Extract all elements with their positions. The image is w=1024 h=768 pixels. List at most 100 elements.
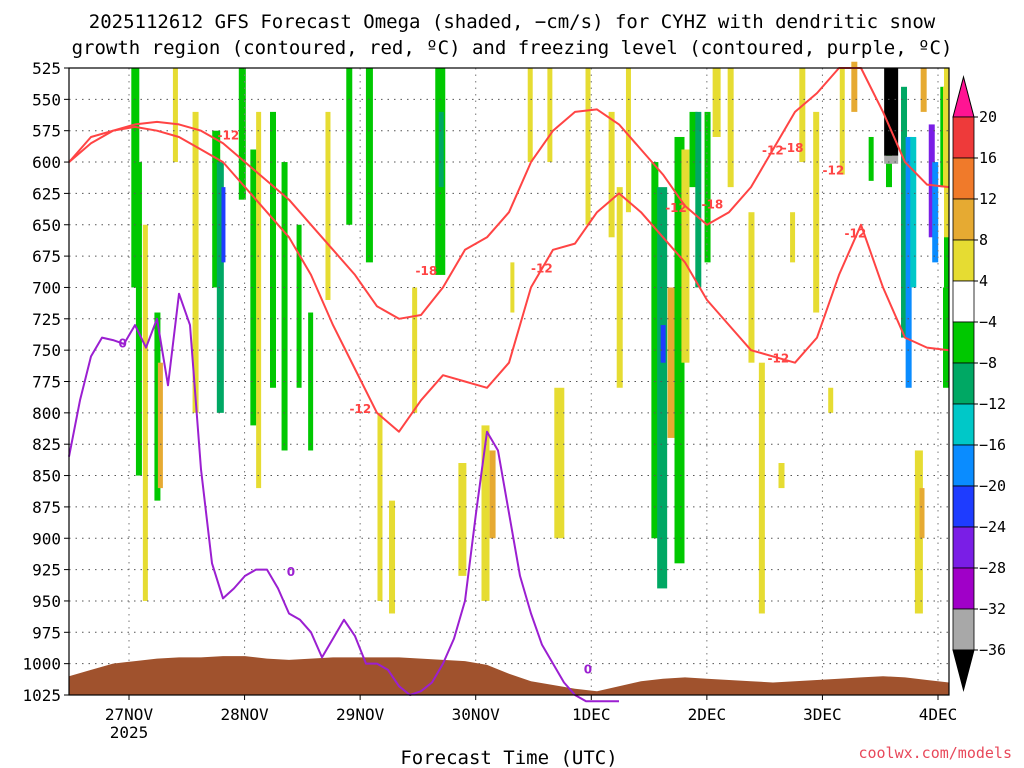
omega-shade-cell <box>608 111 615 238</box>
y-tick-label: 875 <box>32 498 61 517</box>
dgz-contour-line <box>68 125 950 433</box>
omega-shade-cell <box>944 162 949 238</box>
omega-shade-cell <box>192 111 199 413</box>
omega-shade-cell <box>689 111 698 188</box>
omega-shade-cell <box>901 86 908 338</box>
red-contour-label: -18 <box>782 141 804 155</box>
omega-shade-cell <box>389 500 396 614</box>
purple-contour-label: 0 <box>287 565 295 579</box>
colorbar-swatch <box>952 526 975 569</box>
omega-shade-cell <box>920 68 927 112</box>
colorbar-swatch <box>952 485 975 528</box>
omega-shade-cell <box>212 130 221 288</box>
colorbar-top-arrow <box>952 75 975 118</box>
omega-shade-cell <box>704 111 711 263</box>
omega-shade-cell <box>216 162 224 413</box>
colorbar-label: −16 <box>979 436 1006 454</box>
y-tick-label: 525 <box>32 59 61 78</box>
x-tick-label: 27NOV <box>105 705 154 724</box>
omega-shade-cell <box>131 68 140 288</box>
red-contour-label: -12 <box>768 352 790 366</box>
red-contour-label: -12 <box>665 201 687 215</box>
colorbar-label: 12 <box>979 190 997 208</box>
omega-shade-cell <box>296 224 302 388</box>
omega-shade-cell <box>547 68 553 163</box>
omega-shade-cell <box>365 68 373 263</box>
omega-shade-cell <box>489 450 496 539</box>
omega-shade-cell <box>625 68 631 213</box>
colorbar-label: −28 <box>979 559 1006 577</box>
omega-shade-cell <box>172 68 178 163</box>
red-contour-label: -12 <box>350 402 372 416</box>
colorbar-label: −32 <box>979 600 1006 618</box>
colorbar-swatch <box>952 321 975 364</box>
omega-shade-cell <box>458 463 467 576</box>
x-axis-label: Forecast Time (UTC) <box>400 747 617 768</box>
y-tick-label: 925 <box>32 561 61 580</box>
y-tick-label: 950 <box>32 592 61 611</box>
omega-shade-cell <box>799 68 806 163</box>
colorbar-label: 20 <box>979 108 997 126</box>
terrain-area <box>69 656 949 695</box>
omega-shade-cell <box>157 362 163 489</box>
omega-shade-cell <box>932 162 939 263</box>
omega-shade-cell <box>928 124 935 238</box>
y-tick-label: 600 <box>32 153 61 172</box>
omega-shade-cell <box>868 136 874 181</box>
omega-shade-cell <box>142 224 148 601</box>
y-tick-label: 850 <box>32 467 61 486</box>
colorbar-label: −36 <box>979 641 1006 659</box>
x-tick-label: 29NOV <box>336 705 385 724</box>
purple-contour-label: 0 <box>119 337 127 351</box>
omega-shade-cell <box>135 162 142 476</box>
colorbar-swatch <box>952 567 975 610</box>
credit-text: coolwx.com/models <box>858 744 1012 762</box>
colorbar-label: −4 <box>979 313 997 331</box>
omega-shade-cell <box>943 287 949 388</box>
y-tick-label: 800 <box>32 404 61 423</box>
omega-shade-cell <box>905 136 912 388</box>
colorbar-bottom-arrow <box>952 649 975 692</box>
y-tick-label: 550 <box>32 90 61 109</box>
y-tick-label: 975 <box>32 623 61 642</box>
contour-lines <box>68 67 950 703</box>
omega-shade-cell <box>481 425 490 601</box>
omega-shade-cell <box>269 111 276 388</box>
gridlines <box>69 68 949 695</box>
omega-shade-cell <box>758 362 765 614</box>
colorbar-swatch <box>952 116 975 159</box>
omega-shade-cell <box>346 68 353 225</box>
y-tick-label: 1025 <box>22 686 61 705</box>
y-tick-label: 1000 <box>22 655 61 674</box>
omega-shade-cell <box>828 387 834 413</box>
y-tick-label: 650 <box>32 216 61 235</box>
omega-shade-cell <box>681 149 690 363</box>
colorbar-label: −24 <box>979 518 1006 536</box>
colorbar-swatch <box>952 157 975 200</box>
x-tick-label: 28NOV <box>220 705 269 724</box>
x-tick-label: 4DEC <box>919 705 958 724</box>
red-contour-label: -12 <box>531 261 553 275</box>
omega-shade-cell <box>727 68 734 188</box>
omega-shade-cell <box>154 312 161 501</box>
colorbar-swatch <box>952 608 975 651</box>
y-tick-label: 750 <box>32 341 61 360</box>
y-tick-label: 775 <box>32 373 61 392</box>
y-tick-label: 675 <box>32 247 61 266</box>
y-axis: 525 550 575 600 625 650 675 700 725 750 775 800 825 8… <box>22 59 69 705</box>
colorbar-label: 16 <box>979 149 997 167</box>
y-tick-label: 700 <box>32 278 61 297</box>
omega-shade-core-edge <box>884 155 899 164</box>
y-tick-label: 625 <box>32 184 61 203</box>
colorbar-label: 4 <box>979 272 988 290</box>
colorbar-swatch <box>952 444 975 487</box>
omega-shade-cell <box>250 149 257 426</box>
omega-shade-cell <box>256 111 262 489</box>
omega-shade-cell <box>695 111 702 288</box>
colorbar-swatch <box>952 198 975 241</box>
colorbar-swatch <box>952 362 975 405</box>
omega-shade-cell <box>813 111 820 313</box>
